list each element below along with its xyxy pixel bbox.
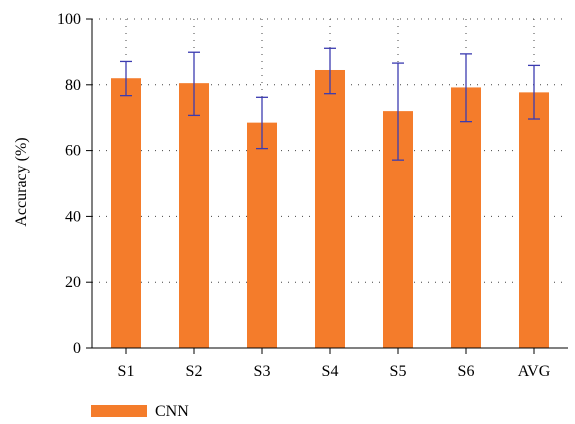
- error-bar-s1: [120, 60, 132, 97]
- y-tick-label: 0: [73, 340, 81, 357]
- bar-s4: [315, 69, 345, 349]
- x-tick-label: S1: [118, 363, 135, 380]
- x-tick-label: S2: [186, 363, 203, 380]
- y-tick-label: 60: [65, 143, 81, 160]
- error-bar-avg: [528, 64, 540, 120]
- y-tick-label: 80: [65, 77, 81, 94]
- error-bar-layer: [120, 47, 540, 161]
- error-bar-s6: [460, 53, 472, 123]
- bar-s1: [111, 78, 141, 348]
- x-tick-label: S3: [254, 363, 271, 380]
- error-bar-s4: [324, 47, 336, 95]
- error-bar-s2: [188, 51, 200, 117]
- x-tick-label: S6: [458, 363, 475, 380]
- legend-swatch-cnn: [91, 405, 147, 417]
- y-tick-label: 20: [65, 274, 81, 291]
- bar-s6: [451, 87, 481, 348]
- x-tick-label: AVG: [518, 363, 551, 380]
- error-bar-s3: [256, 96, 268, 150]
- bar-s2: [179, 83, 209, 348]
- error-bar-s5: [392, 62, 404, 161]
- x-tick-label: S4: [322, 363, 339, 380]
- bar-avg: [519, 92, 549, 348]
- y-tick-label: 100: [57, 11, 81, 28]
- legend-label-cnn: CNN: [155, 403, 189, 420]
- bar-s3: [247, 122, 277, 348]
- x-tick-label: S5: [390, 363, 407, 380]
- legend: CNN: [91, 403, 189, 420]
- axis-layer: 0 20 40 60 80 100 S1 S2 S3 S4 S5 S6 AVG: [57, 11, 568, 380]
- bar-layer: [111, 69, 549, 349]
- y-tick-label: 40: [65, 208, 81, 225]
- y-axis-title: Accuracy (%): [13, 137, 30, 226]
